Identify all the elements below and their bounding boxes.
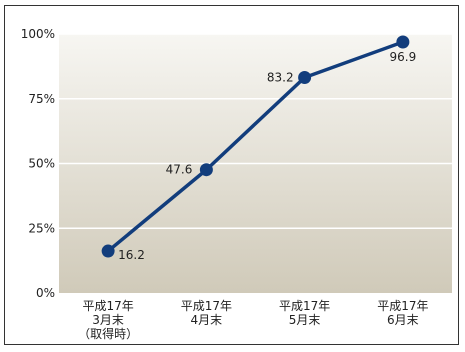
x-category-label: 3月末	[92, 313, 124, 327]
series-markers	[101, 35, 410, 258]
y-tick-label: 0%	[36, 286, 55, 300]
y-tick-label: 75%	[28, 92, 55, 106]
data-labels: 16.2 47.6 83.2 96.9	[118, 50, 416, 262]
x-category-label: 平成17年	[377, 299, 428, 313]
gridlines	[59, 33, 452, 229]
data-point	[199, 163, 213, 177]
data-point	[396, 35, 410, 49]
data-label: 16.2	[118, 248, 145, 262]
series-line-path	[107, 40, 404, 253]
data-label: 83.2	[267, 71, 294, 85]
data-point	[101, 244, 115, 258]
x-category-label: 5月末	[289, 313, 321, 327]
x-category-label: 平成17年	[82, 299, 133, 313]
x-category-label: 平成17年	[279, 299, 330, 313]
line-chart: 0%25%50%75%100% 16.247.683.296.9 平成17年3月…	[21, 27, 452, 341]
data-label: 47.6	[166, 163, 193, 177]
chart-frame: 0% 25% 50% 75% 100% 16.2 47.6 83.2 96.9 平成17年 3月…	[4, 5, 459, 345]
x-category-label: （取得時）	[78, 326, 138, 341]
y-tick-label: 25%	[28, 221, 55, 235]
x-category-label: 6月末	[387, 313, 419, 327]
y-tick-label: 50%	[28, 157, 55, 171]
y-axis-ticks: 0% 25% 50% 75% 100%	[21, 27, 55, 300]
x-category-label: 4月末	[191, 313, 223, 327]
data-label: 96.9	[390, 50, 417, 64]
x-category-label: 平成17年	[181, 299, 232, 313]
y-tick-label: 100%	[21, 27, 55, 41]
series-line	[107, 40, 404, 253]
data-point	[298, 71, 312, 85]
